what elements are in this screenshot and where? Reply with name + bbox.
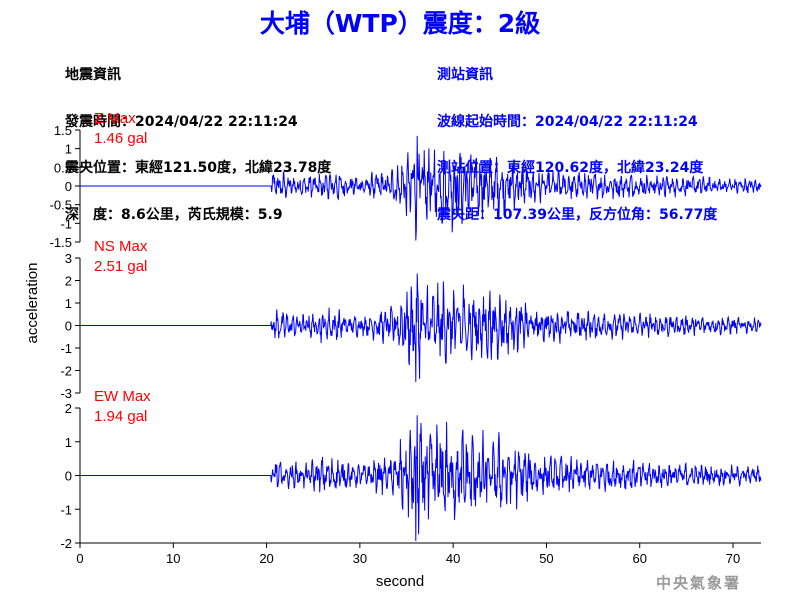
y-tick-label: -1	[60, 216, 72, 231]
x-axis-label: second	[376, 573, 424, 590]
x-tick-label: 20	[259, 551, 273, 566]
y-tick-label: 1	[65, 435, 72, 450]
quake-epicenter: 震央位置：東經121.50度，北緯23.78度	[65, 160, 332, 176]
station-location: 測站位置：東經120.62度，北緯23.24度	[437, 160, 704, 176]
x-tick-label: 50	[539, 551, 553, 566]
y-tick-label: -2	[60, 364, 72, 379]
y-tick-label: 2	[65, 274, 72, 289]
max-value-ew: 1.94 gal	[94, 408, 147, 425]
waveform-ew	[80, 415, 762, 542]
y-tick-label: 3	[65, 251, 72, 266]
y-tick-label: -1	[60, 341, 72, 356]
quake-origin-time: 發震時間：2024/04/22 22:11:24	[65, 113, 298, 130]
quake-info-heading: 地震資訊	[65, 67, 121, 83]
agency-credit: 中央氣象署	[656, 574, 742, 592]
panel-z: 1.5 1 0.5 0 -0.5 -1 -1.5 Z Max 1.46 gal	[50, 110, 762, 250]
earthquake-info: 地震資訊 發震時間：2024/04/22 22:11:24 震央位置：東經121…	[65, 37, 331, 239]
quake-depth-magnitude: 深 度：8.6公里，芮氏規模：5.9	[65, 206, 283, 223]
y-tick-label: -0.5	[50, 198, 72, 213]
y-tick-label: -3	[60, 386, 72, 401]
panel-ew: 2 1 0 -1 -2 EW Max 1.94 gal	[60, 388, 762, 551]
y-tick-label: 1.5	[54, 123, 72, 138]
x-tick-label: 60	[632, 551, 646, 566]
y-tick-label: 2	[65, 401, 72, 416]
x-tick-label: 10	[166, 551, 180, 566]
y-tick-label: -2	[60, 536, 72, 551]
y-tick-label: 1	[65, 142, 72, 157]
x-tick-label: 0	[76, 551, 83, 566]
x-tick-label: 70	[726, 551, 740, 566]
y-tick-label: -1.5	[50, 235, 72, 250]
chart-title: 大埔（WTP）震度：2級	[259, 9, 541, 38]
max-label-ns: NS Max	[94, 238, 148, 255]
max-value-z: 1.46 gal	[94, 130, 147, 147]
y-tick-label: -1	[60, 502, 72, 517]
x-tick-label: 40	[446, 551, 460, 566]
station-distance-azimuth: 震央距：107.39公里，反方位角：56.77度	[437, 206, 718, 223]
y-tick-label: 0	[65, 179, 72, 194]
x-tick-label: 30	[353, 551, 367, 566]
y-axis-label: acceleration	[24, 263, 41, 344]
waveform-z	[80, 135, 762, 241]
y-tick-label: 0.5	[54, 160, 72, 175]
y-tick-label: 0	[65, 469, 72, 484]
station-info: 測站資訊 波線起始時間：2024/04/22 22:11:24 測站位置：東經1…	[437, 37, 717, 239]
max-value-ns: 2.51 gal	[94, 258, 147, 275]
y-tick-label: 1	[65, 296, 72, 311]
waveform-ns	[80, 273, 762, 383]
station-start-time: 波線起始時間：2024/04/22 22:11:24	[437, 113, 698, 130]
panel-ns: 3 2 1 0 -1 -2 -3 NS Max 2.51 gal	[60, 238, 762, 401]
station-info-heading: 測站資訊	[437, 67, 493, 83]
y-tick-label: 0	[65, 319, 72, 334]
max-label-z: Z Max	[94, 110, 136, 127]
max-label-ew: EW Max	[94, 388, 151, 405]
